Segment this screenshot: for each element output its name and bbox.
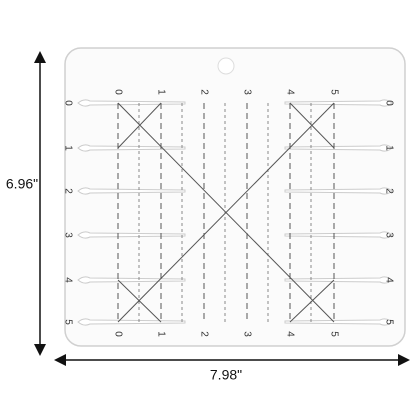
scale-number: 3 [241, 331, 252, 337]
scale-number: 4 [284, 89, 295, 95]
diagonal-line [289, 102, 335, 149]
slot [77, 231, 186, 239]
scale-number: 4 [284, 331, 295, 337]
hang-hole [217, 57, 235, 75]
diagonal-line [117, 279, 162, 323]
slot [284, 187, 393, 195]
scale-number: 0 [112, 89, 123, 95]
diagonal-line [117, 102, 335, 323]
scale-number: 2 [383, 188, 394, 194]
scale-number: 2 [198, 331, 209, 337]
scale-number: 3 [383, 232, 394, 238]
scale-number: 5 [328, 331, 339, 337]
slot [284, 144, 393, 152]
scale-number: 0 [62, 100, 73, 106]
scale-number: 3 [62, 232, 73, 238]
ruler-board [64, 47, 406, 347]
scale-number: 2 [198, 89, 209, 95]
scale-number: 5 [328, 89, 339, 95]
slot [77, 187, 186, 195]
diagonal-line [289, 279, 335, 323]
scale-number: 1 [155, 331, 166, 337]
scale-number: 1 [155, 89, 166, 95]
scale-number: 2 [62, 188, 73, 194]
slot [77, 144, 186, 152]
scale-number: 0 [383, 100, 394, 106]
scale-number: 0 [112, 331, 123, 337]
scale-number: 3 [241, 89, 252, 95]
width-label: 7.98" [210, 367, 242, 383]
diagonal-line [117, 102, 162, 149]
scale-number: 4 [62, 277, 73, 283]
slot [77, 276, 186, 284]
height-label: 6.96" [6, 176, 38, 192]
slot [284, 276, 393, 284]
slot [284, 99, 393, 107]
scale-number: 4 [383, 277, 394, 283]
slot [77, 99, 186, 107]
slot [284, 318, 393, 326]
scale-number: 1 [62, 145, 73, 151]
ruler-markings [77, 99, 393, 326]
slot [77, 318, 186, 326]
scale-number: 5 [62, 319, 73, 325]
scale-number: 5 [383, 319, 394, 325]
slot [284, 231, 393, 239]
scale-number: 1 [383, 145, 394, 151]
